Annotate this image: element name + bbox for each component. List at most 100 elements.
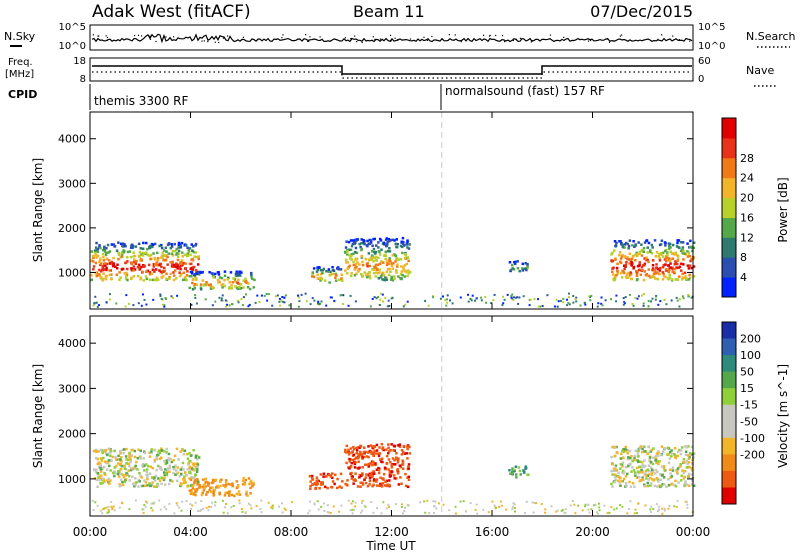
data-pixel: [182, 453, 186, 456]
nsky-panel: N.Sky 10^5 10^0 10^5 10^0 N.Search: [4, 22, 796, 52]
data-pixel: [223, 494, 227, 497]
nsky-line: [91, 33, 693, 44]
data-pixel: [354, 246, 358, 250]
data-pixel: [640, 468, 643, 472]
data-pixel: [406, 476, 409, 479]
data-pixel: [654, 295, 657, 298]
data-pixel: [305, 300, 308, 303]
data-pixel: [643, 485, 646, 488]
data-pixel: [382, 271, 385, 275]
data-pixel: [329, 511, 332, 514]
data-pixel: [360, 256, 363, 259]
data-pixel: [380, 460, 383, 463]
data-pixel: [311, 478, 315, 481]
data-pixel: [349, 447, 353, 450]
data-pixel: [250, 271, 253, 275]
data-pixel: [675, 296, 678, 299]
data-pixel: [470, 299, 473, 302]
data-pixel: [371, 446, 374, 450]
data-pixel: [223, 274, 227, 277]
data-pixel: [640, 294, 643, 297]
nsearch-point: [394, 37, 396, 39]
nsearch-point: [134, 35, 136, 37]
data-pixel: [353, 250, 357, 254]
data-pixel: [357, 453, 360, 456]
data-pixel: [651, 246, 654, 249]
data-pixel: [400, 265, 403, 268]
data-pixel: [361, 509, 364, 512]
data-pixel: [619, 504, 622, 506]
data-pixel: [129, 460, 132, 464]
data-pixel: [221, 286, 224, 289]
data-pixel: [175, 472, 178, 475]
data-pixel: [204, 481, 207, 484]
data-pixel: [687, 475, 690, 478]
data-pixel: [512, 296, 515, 299]
data-pixel: [100, 459, 103, 462]
data-pixel: [656, 485, 659, 488]
data-pixel: [167, 457, 170, 460]
data-pixel: [562, 301, 565, 304]
data-pixel: [637, 502, 640, 505]
data-pixel: [129, 255, 133, 259]
data-pixel: [407, 465, 410, 468]
data-pixel: [648, 249, 652, 252]
nsearch-point: [105, 35, 107, 37]
data-pixel: [237, 271, 240, 275]
data-pixel: [222, 484, 225, 487]
data-pixel: [590, 294, 593, 297]
data-pixel: [615, 273, 618, 277]
data-pixel: [646, 474, 649, 477]
data-pixel: [196, 458, 199, 461]
data-pixel: [99, 466, 102, 469]
data-pixel: [125, 271, 128, 275]
data-pixel: [103, 507, 106, 510]
data-pixel: [163, 506, 166, 509]
data-pixel: [194, 474, 197, 477]
data-pixel: [406, 447, 409, 451]
data-pixel: [105, 266, 108, 270]
data-pixel: [235, 480, 239, 483]
data-pixel: [355, 451, 358, 455]
data-pixel: [249, 486, 252, 490]
data-pixel: [105, 268, 108, 272]
data-pixel: [404, 256, 407, 260]
data-pixel: [651, 259, 655, 262]
data-pixel: [663, 298, 666, 301]
data-pixel: [255, 505, 258, 507]
data-pixel: [403, 275, 407, 278]
data-pixel: [513, 261, 516, 264]
data-pixel: [683, 482, 687, 485]
data-pixel: [195, 277, 198, 280]
data-pixel: [680, 262, 683, 265]
data-pixel: [370, 258, 374, 261]
data-pixel: [652, 508, 655, 510]
data-pixel: [671, 270, 674, 274]
data-pixel: [165, 459, 169, 462]
data-pixel: [371, 244, 374, 247]
data-pixel: [643, 450, 647, 453]
data-pixel: [670, 483, 673, 486]
data-pixel: [314, 487, 318, 490]
data-pixel: [145, 270, 148, 274]
data-pixel: [643, 264, 646, 267]
data-pixel: [564, 508, 567, 511]
data-pixel: [671, 257, 675, 260]
data-pixel: [404, 484, 408, 488]
data-pixel: [176, 264, 179, 268]
data-pixel: [278, 297, 281, 300]
data-pixel: [387, 446, 390, 450]
data-pixel: [154, 268, 158, 271]
data-pixel: [148, 273, 152, 276]
data-pixel: [186, 468, 189, 471]
data-pixel: [626, 472, 629, 476]
data-pixel: [194, 488, 197, 491]
data-pixel: [660, 484, 663, 488]
data-pixel: [184, 481, 187, 484]
data-pixel: [566, 298, 568, 301]
data-pixel: [381, 482, 385, 485]
data-pixel: [196, 463, 200, 466]
nsearch-point: [423, 36, 425, 38]
data-pixel: [128, 250, 132, 253]
data-pixel: [124, 261, 127, 265]
